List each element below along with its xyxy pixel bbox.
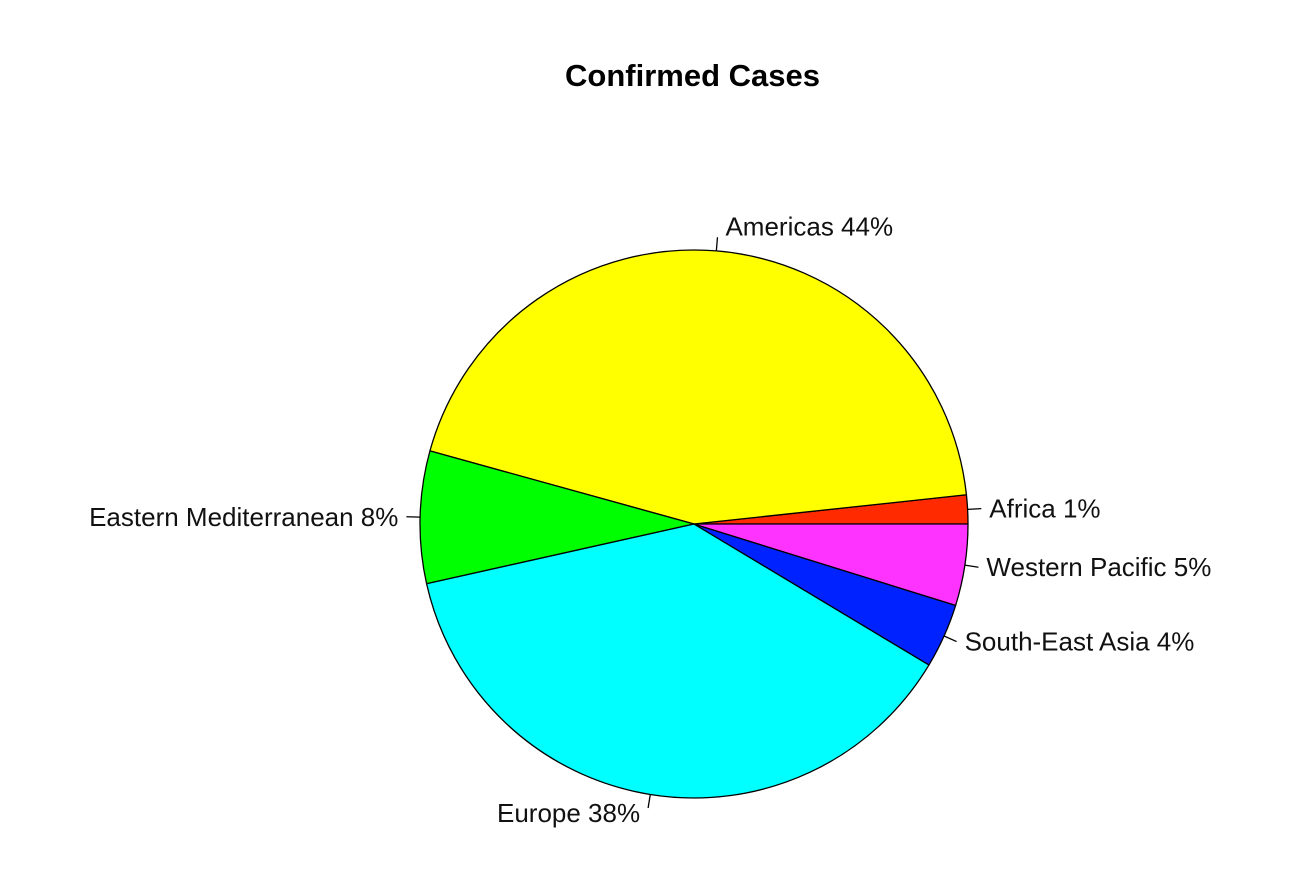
slice-label-south-east-asia: South-East Asia 4% bbox=[965, 627, 1195, 657]
pie-labels: Africa 1% Americas 44% Eastern Mediterrane… bbox=[89, 211, 1211, 828]
leader-line-western-pacific bbox=[964, 564, 979, 568]
chart-title: Confirmed Cases bbox=[565, 58, 820, 93]
leader-line-south-east-asia bbox=[943, 635, 957, 643]
slice-label-eastern-mediterranean: Eastern Mediterranean 8% bbox=[89, 502, 398, 532]
leader-line-europe bbox=[647, 794, 651, 809]
pie-slice-europe bbox=[425, 523, 930, 799]
slice-label-americas: Americas 44% bbox=[725, 211, 893, 241]
pie-slice-eastern-mediterranean bbox=[419, 450, 695, 585]
pie-slice-americas bbox=[429, 249, 968, 525]
leader-line-americas bbox=[715, 237, 719, 251]
leader-line-africa bbox=[967, 507, 982, 511]
pie-leader-lines bbox=[406, 237, 982, 809]
slice-label-africa: Africa 1% bbox=[989, 494, 1100, 524]
slice-label-western-pacific: Western Pacific 5% bbox=[986, 552, 1211, 582]
pie-slices bbox=[419, 249, 969, 799]
slice-label-europe: Europe 38% bbox=[497, 798, 640, 828]
